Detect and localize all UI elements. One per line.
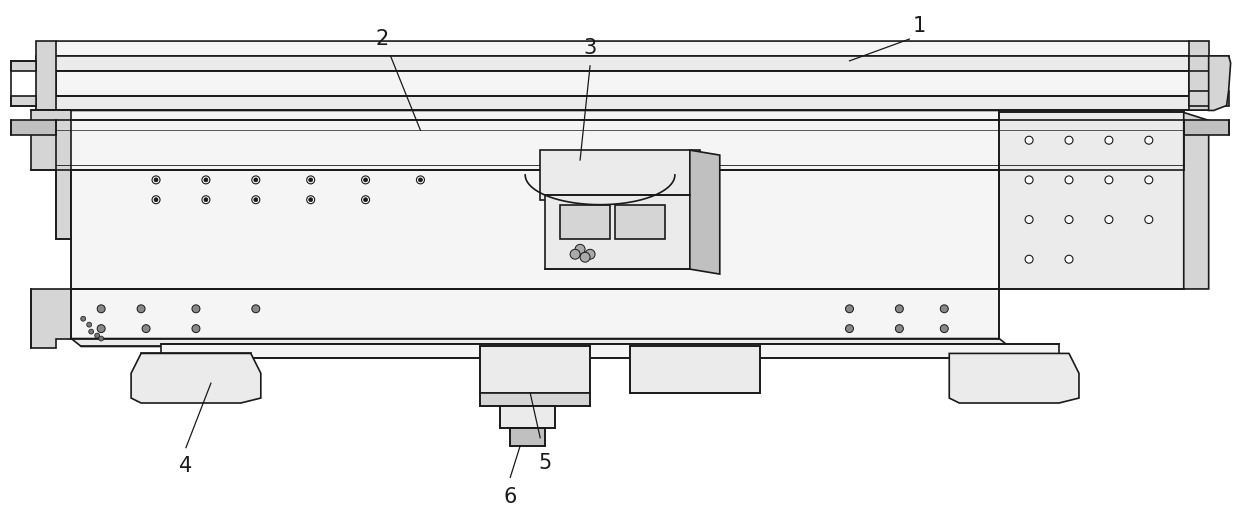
Circle shape <box>362 196 370 204</box>
Circle shape <box>97 305 105 313</box>
Polygon shape <box>71 289 999 339</box>
Circle shape <box>97 325 105 333</box>
Polygon shape <box>71 170 999 289</box>
Circle shape <box>203 198 208 201</box>
Circle shape <box>138 305 145 313</box>
Circle shape <box>202 176 210 184</box>
Circle shape <box>1065 215 1073 224</box>
Circle shape <box>99 336 104 341</box>
Polygon shape <box>31 111 71 240</box>
Circle shape <box>1105 215 1112 224</box>
Polygon shape <box>71 339 1009 346</box>
Polygon shape <box>36 96 1209 111</box>
Circle shape <box>154 198 157 201</box>
Polygon shape <box>11 96 36 105</box>
Text: 1: 1 <box>913 16 926 36</box>
Polygon shape <box>1189 56 1229 71</box>
Circle shape <box>252 196 260 204</box>
Polygon shape <box>161 343 1059 358</box>
Circle shape <box>254 178 258 182</box>
Circle shape <box>575 244 585 254</box>
Circle shape <box>81 316 86 321</box>
Circle shape <box>154 178 157 182</box>
Polygon shape <box>11 61 36 71</box>
Polygon shape <box>950 354 1079 403</box>
Circle shape <box>94 333 99 338</box>
Circle shape <box>1065 136 1073 144</box>
Polygon shape <box>56 111 1184 120</box>
Circle shape <box>362 176 370 184</box>
Circle shape <box>846 325 853 333</box>
Polygon shape <box>131 354 260 403</box>
Text: 3: 3 <box>584 38 596 58</box>
Circle shape <box>143 325 150 333</box>
Polygon shape <box>56 71 1189 96</box>
Polygon shape <box>11 120 56 135</box>
Circle shape <box>202 196 210 204</box>
Circle shape <box>87 322 92 327</box>
Polygon shape <box>546 195 689 269</box>
Text: 2: 2 <box>376 29 389 49</box>
Circle shape <box>1025 176 1033 184</box>
Polygon shape <box>630 346 760 393</box>
Text: 4: 4 <box>180 455 192 475</box>
Circle shape <box>252 305 260 313</box>
Circle shape <box>192 305 200 313</box>
Polygon shape <box>1209 56 1230 111</box>
Circle shape <box>254 198 258 201</box>
Circle shape <box>306 196 315 204</box>
Text: 6: 6 <box>503 487 517 507</box>
Polygon shape <box>36 41 1209 56</box>
Circle shape <box>580 252 590 262</box>
Polygon shape <box>480 393 590 406</box>
Polygon shape <box>36 56 1209 71</box>
Polygon shape <box>500 406 556 428</box>
Circle shape <box>570 249 580 259</box>
Polygon shape <box>31 289 71 348</box>
Circle shape <box>417 176 424 184</box>
Circle shape <box>1025 255 1033 263</box>
Circle shape <box>203 178 208 182</box>
Circle shape <box>363 178 367 182</box>
Polygon shape <box>56 120 1184 170</box>
Polygon shape <box>1184 120 1229 135</box>
Polygon shape <box>560 205 610 240</box>
Polygon shape <box>1184 113 1209 289</box>
Circle shape <box>192 325 200 333</box>
Polygon shape <box>510 428 546 446</box>
Circle shape <box>306 176 315 184</box>
Circle shape <box>309 178 312 182</box>
Polygon shape <box>999 113 1184 289</box>
Circle shape <box>895 325 904 333</box>
Circle shape <box>1025 136 1033 144</box>
Circle shape <box>252 176 260 184</box>
Circle shape <box>1025 215 1033 224</box>
Circle shape <box>153 176 160 184</box>
Circle shape <box>1145 136 1153 144</box>
Circle shape <box>1145 176 1153 184</box>
Circle shape <box>846 305 853 313</box>
Polygon shape <box>36 41 56 111</box>
Circle shape <box>1105 176 1112 184</box>
Circle shape <box>309 198 312 201</box>
Polygon shape <box>1189 41 1209 111</box>
Polygon shape <box>615 205 665 240</box>
Circle shape <box>363 198 367 201</box>
Polygon shape <box>541 150 699 200</box>
Circle shape <box>89 329 94 334</box>
Circle shape <box>895 305 904 313</box>
Circle shape <box>940 325 949 333</box>
Polygon shape <box>1189 90 1229 105</box>
Circle shape <box>153 196 160 204</box>
Circle shape <box>940 305 949 313</box>
Circle shape <box>1065 255 1073 263</box>
Polygon shape <box>689 150 719 274</box>
Circle shape <box>418 178 423 182</box>
Circle shape <box>1065 176 1073 184</box>
Circle shape <box>1145 215 1153 224</box>
Text: 5: 5 <box>538 453 552 472</box>
Circle shape <box>585 249 595 259</box>
Circle shape <box>1105 136 1112 144</box>
Polygon shape <box>480 346 590 393</box>
